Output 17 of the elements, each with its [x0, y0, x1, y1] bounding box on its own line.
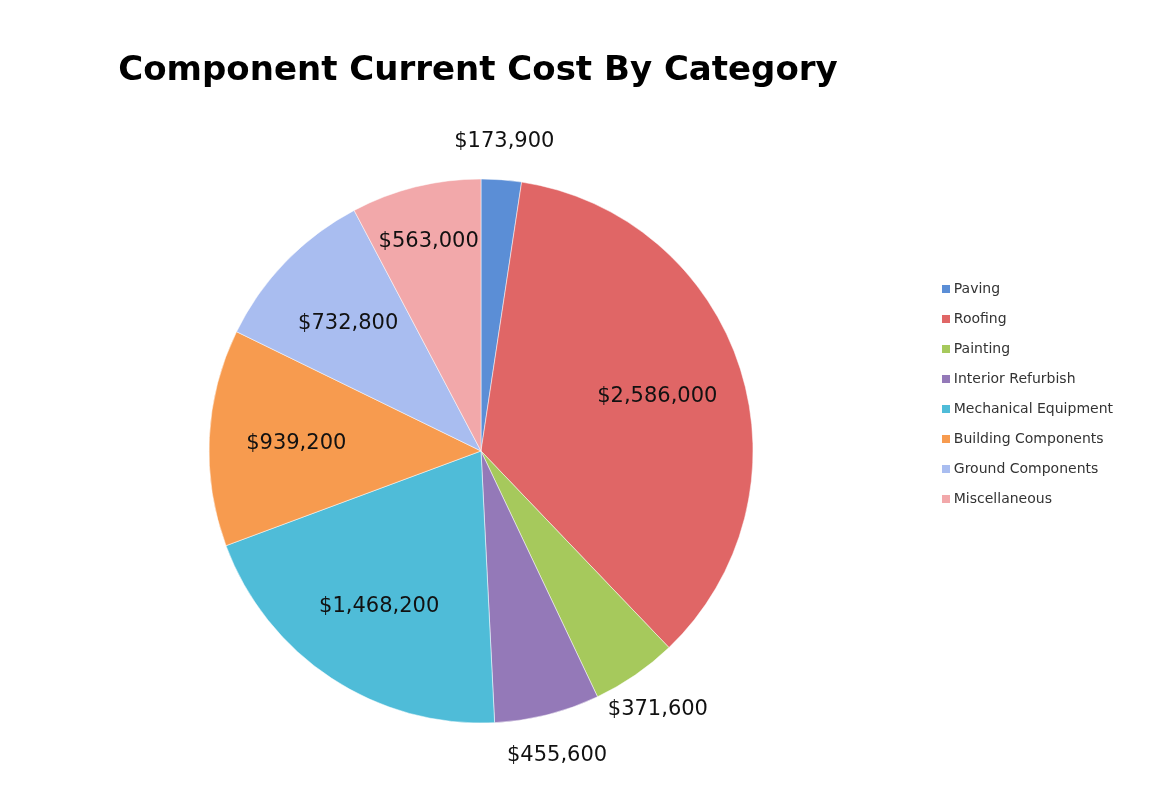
data-label: $173,900 [454, 127, 555, 152]
legend-label: Ground Components [953, 460, 1099, 476]
data-label: $563,000 [378, 227, 479, 252]
data-label: $939,200 [246, 429, 347, 454]
legend-label: Painting [953, 340, 1011, 356]
data-label: $2,586,000 [597, 383, 718, 408]
data-label: $455,600 [506, 741, 608, 766]
legend-label: Miscellaneous [953, 490, 1052, 506]
chart-title: Component Current Cost By Category [117, 48, 839, 88]
data-label: $732,800 [298, 310, 399, 335]
legend-label: Roofing [953, 310, 1007, 326]
data-label: $371,600 [607, 696, 708, 721]
legend-label: Building Components [953, 430, 1104, 446]
legend-label: Interior Refurbish [953, 370, 1076, 386]
legend-label: Mechanical Equipment [953, 400, 1113, 416]
data-label: $1,468,200 [319, 593, 440, 618]
legend-label: Paving [953, 280, 1001, 296]
